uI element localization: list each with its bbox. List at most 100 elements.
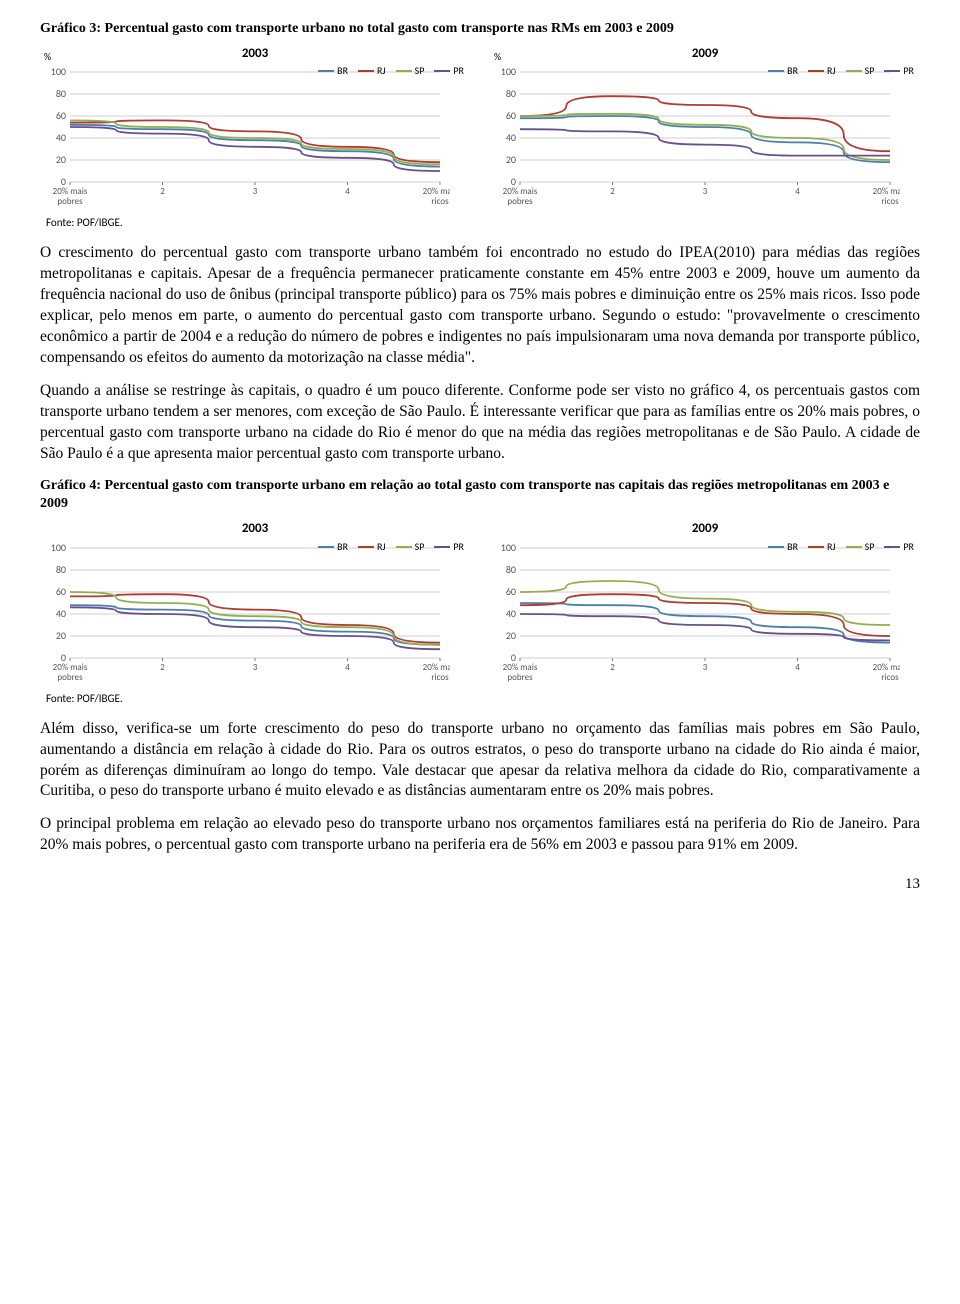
- legend-item-br: BR: [768, 540, 798, 554]
- legend-item-pr: PR: [884, 64, 914, 78]
- svg-text:40: 40: [506, 131, 516, 144]
- grafico4-panel-2003: 2003 02040608010020% maispobres23420% ma…: [40, 520, 470, 688]
- legend-label: PR: [453, 64, 464, 78]
- legend-item-pr: PR: [884, 540, 914, 554]
- legend-item-rj: RJ: [358, 540, 386, 554]
- legend-swatch: [358, 546, 374, 548]
- svg-text:60: 60: [56, 585, 66, 598]
- legend-swatch: [318, 70, 334, 72]
- legend-label: PR: [453, 540, 464, 554]
- grafico3-panel-2009-year: 2009: [490, 45, 920, 63]
- svg-text:3: 3: [253, 186, 258, 197]
- legend-label: BR: [787, 540, 798, 554]
- legend-swatch: [846, 70, 862, 72]
- svg-text:3: 3: [253, 662, 258, 673]
- legend-swatch: [318, 546, 334, 548]
- grafico3-panel-2009: 2009 02040608010020% maispobres23420% ma…: [490, 45, 920, 213]
- series-line-br: [520, 603, 890, 643]
- svg-text:40: 40: [56, 131, 66, 144]
- legend-item-br: BR: [768, 64, 798, 78]
- chart-legend: BR RJ SP PR: [318, 64, 464, 78]
- series-line-sp: [70, 592, 440, 645]
- svg-text:ricos: ricos: [431, 196, 449, 207]
- svg-text:100: 100: [51, 541, 66, 554]
- svg-text:4: 4: [345, 662, 350, 673]
- svg-text:80: 80: [56, 87, 66, 100]
- svg-text:100: 100: [51, 65, 66, 78]
- svg-text:40: 40: [506, 607, 516, 620]
- svg-text:100: 100: [501, 65, 516, 78]
- grafico4-panel-2009-year: 2009: [490, 520, 920, 538]
- svg-text:ricos: ricos: [881, 672, 899, 683]
- svg-text:80: 80: [506, 87, 516, 100]
- grafico4-title: Gráfico 4: Percentual gasto com transpor…: [40, 477, 920, 515]
- svg-text:pobres: pobres: [57, 672, 83, 683]
- svg-text:4: 4: [345, 186, 350, 197]
- legend-item-rj: RJ: [358, 64, 386, 78]
- svg-text:pobres: pobres: [507, 196, 533, 207]
- line-chart: 02040608010020% maispobres23420% maisric…: [40, 538, 450, 688]
- legend-swatch: [846, 546, 862, 548]
- legend-item-sp: SP: [846, 540, 875, 554]
- svg-text:2: 2: [160, 186, 165, 197]
- grafico3-panel-2003: 2003 02040608010020% maispobres23420% ma…: [40, 45, 470, 213]
- legend-swatch: [396, 70, 412, 72]
- legend-item-sp: SP: [396, 540, 425, 554]
- line-chart: 02040608010020% maispobres23420% maisric…: [40, 62, 450, 212]
- svg-text:20: 20: [506, 629, 516, 642]
- legend-swatch: [884, 546, 900, 548]
- legend-item-rj: RJ: [808, 540, 836, 554]
- svg-text:60: 60: [56, 109, 66, 122]
- svg-text:4: 4: [795, 186, 800, 197]
- legend-label: SP: [865, 64, 875, 78]
- paragraph-3: Além disso, verifica-se um forte crescim…: [40, 719, 920, 803]
- series-line-sp: [70, 121, 440, 165]
- paragraph-1: O crescimento do percentual gasto com tr…: [40, 243, 920, 369]
- legend-item-rj: RJ: [808, 64, 836, 78]
- page-number: 13: [40, 874, 920, 894]
- percent-label: %: [494, 50, 501, 64]
- legend-swatch: [768, 546, 784, 548]
- legend-swatch: [768, 70, 784, 72]
- legend-label: PR: [903, 540, 914, 554]
- series-line-sp: [520, 114, 890, 160]
- legend-swatch: [808, 546, 824, 548]
- svg-text:80: 80: [506, 563, 516, 576]
- legend-label: RJ: [377, 64, 386, 78]
- svg-text:4: 4: [795, 662, 800, 673]
- svg-text:pobres: pobres: [507, 672, 533, 683]
- legend-swatch: [358, 70, 374, 72]
- series-line-rj: [520, 97, 890, 152]
- legend-label: BR: [787, 64, 798, 78]
- legend-swatch: [434, 70, 450, 72]
- chart-legend: BR RJ SP PR: [318, 540, 464, 554]
- svg-text:ricos: ricos: [881, 196, 899, 207]
- grafico3-panel-2003-year: 2003: [40, 45, 470, 63]
- legend-swatch: [808, 70, 824, 72]
- legend-item-pr: PR: [434, 64, 464, 78]
- legend-label: RJ: [827, 540, 836, 554]
- legend-label: BR: [337, 64, 348, 78]
- grafico3-row: 2003 02040608010020% maispobres23420% ma…: [40, 45, 920, 213]
- legend-label: RJ: [377, 540, 386, 554]
- svg-text:3: 3: [703, 186, 708, 197]
- grafico4-panel-2009: 2009 02040608010020% maispobres23420% ma…: [490, 520, 920, 688]
- legend-label: RJ: [827, 64, 836, 78]
- legend-swatch: [434, 546, 450, 548]
- series-line-br: [70, 605, 440, 645]
- grafico3-title: Gráfico 3: Percentual gasto com transpor…: [40, 20, 920, 39]
- legend-label: SP: [415, 64, 425, 78]
- legend-swatch: [884, 70, 900, 72]
- svg-text:ricos: ricos: [431, 672, 449, 683]
- chart-legend: BR RJ SP PR: [768, 64, 914, 78]
- percent-label: %: [44, 50, 51, 64]
- legend-item-br: BR: [318, 540, 348, 554]
- line-chart: 02040608010020% maispobres23420% maisric…: [490, 538, 900, 688]
- legend-label: SP: [865, 540, 875, 554]
- svg-text:20: 20: [56, 153, 66, 166]
- svg-text:100: 100: [501, 541, 516, 554]
- legend-item-pr: PR: [434, 540, 464, 554]
- svg-text:60: 60: [506, 109, 516, 122]
- legend-label: BR: [337, 540, 348, 554]
- grafico4-panel-2003-year: 2003: [40, 520, 470, 538]
